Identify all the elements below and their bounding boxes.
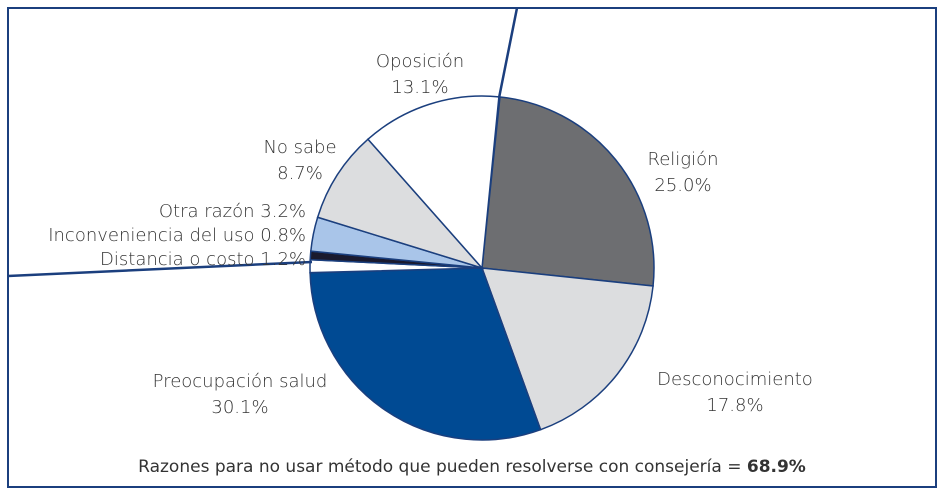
value-label: 17.8%	[706, 395, 763, 416]
slice-label: Otra razón	[159, 201, 255, 222]
slice-label: Desconocimiento	[657, 369, 813, 390]
slice-label: Inconveniencia del uso	[48, 225, 254, 246]
value-label: 8.7%	[277, 163, 323, 184]
value-label: 25.0%	[654, 175, 711, 196]
slice	[309, 267, 542, 441]
slice	[316, 138, 485, 270]
slice	[366, 95, 500, 270]
slice-label: Preocupación salud	[153, 371, 328, 392]
leader-line	[7, 260, 313, 278]
slice	[481, 96, 655, 287]
slice-label: Religión	[648, 149, 719, 170]
annotation-value: 68.9%	[747, 457, 806, 477]
slice-label: No sabe	[263, 137, 336, 158]
slice-label-group: Inconveniencia del uso 0.8%	[48, 225, 306, 246]
pie	[309, 95, 655, 441]
slice-label-group: Otra razón 3.2%	[159, 201, 306, 222]
leader-line	[497, 7, 519, 99]
slice-label: Oposición	[376, 51, 464, 72]
value-label: 1.2%	[260, 249, 306, 270]
value-label: 30.1%	[211, 397, 268, 418]
slice	[480, 267, 654, 431]
value-label: 13.1%	[391, 77, 448, 98]
annotation: Razones para no usar método que pueden r…	[138, 457, 806, 477]
annotation-text: Razones para no usar método que pueden r…	[138, 457, 741, 477]
slice-label: Distancia o costo	[100, 249, 254, 270]
value-label: 0.8%	[260, 225, 306, 246]
slice-label-group: Distancia o costo 1.2%	[100, 249, 306, 270]
value-label: 3.2%	[260, 201, 306, 222]
